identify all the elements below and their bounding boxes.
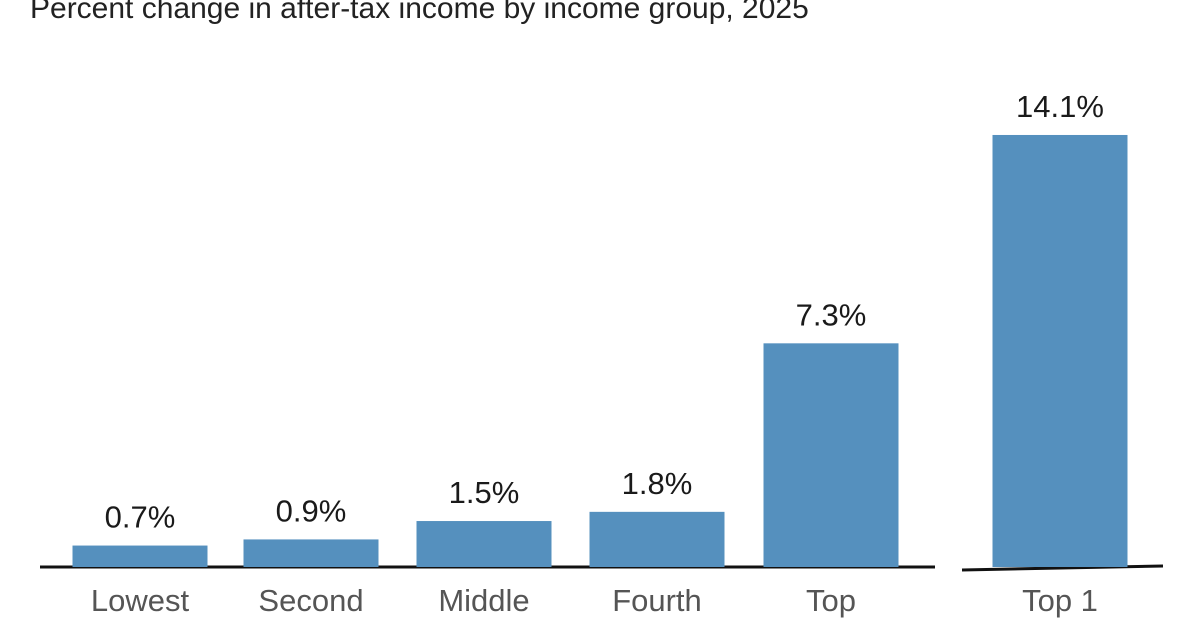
value-label: 7.3% xyxy=(796,298,867,333)
value-label: 0.7% xyxy=(105,500,176,535)
chart-title: Percent change in after-tax income by in… xyxy=(30,0,809,25)
bar xyxy=(992,134,1128,567)
bar xyxy=(589,511,725,567)
x-tick-label: Fourth xyxy=(612,583,702,618)
bar xyxy=(72,545,208,567)
x-tick-label: Top 1 xyxy=(1022,583,1098,618)
x-tick-label: Second xyxy=(258,583,363,618)
bar xyxy=(763,343,899,567)
value-label: 1.8% xyxy=(622,466,693,501)
bar xyxy=(416,521,552,567)
x-tick-label: Middle xyxy=(438,583,529,618)
baseline xyxy=(961,564,1164,572)
value-label: 0.9% xyxy=(276,494,347,529)
x-tick-label: Lowest xyxy=(91,583,190,618)
bar xyxy=(243,539,379,567)
x-tick-label: Top xyxy=(806,583,856,618)
value-label: 1.5% xyxy=(449,475,520,510)
value-label: 14.1% xyxy=(1016,89,1104,124)
